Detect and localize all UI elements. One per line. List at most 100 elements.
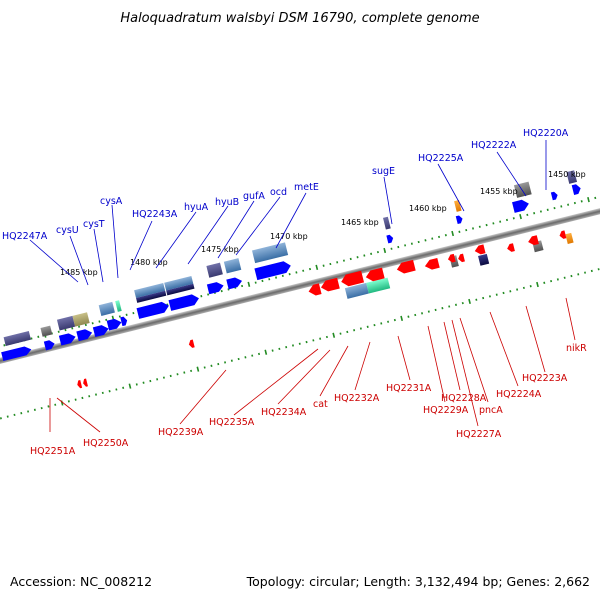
forward-gene-arrow[interactable]: [550, 191, 559, 201]
reverse-tick: [40, 406, 43, 410]
reverse-tick: [210, 364, 213, 367]
forward-gene-arrow[interactable]: [43, 339, 56, 351]
reverse-tick: [74, 398, 77, 401]
forward-gene-arrow[interactable]: [512, 198, 530, 213]
reverse-gene-arrow[interactable]: [506, 243, 515, 252]
gene-label-HQ2247A[interactable]: HQ2247A: [2, 231, 48, 242]
forward-gene-arrow[interactable]: [1, 345, 32, 361]
gene-label-HQ2243A[interactable]: HQ2243A: [132, 209, 178, 220]
gene-label-sugE[interactable]: sugE: [372, 166, 395, 177]
forward-tick: [424, 239, 427, 242]
gene-label-HQ2225A[interactable]: HQ2225A: [418, 153, 464, 164]
reverse-tick: [251, 354, 254, 357]
reverse-gene-arrow[interactable]: [188, 339, 195, 349]
gene-label-HQ2227A[interactable]: HQ2227A: [456, 429, 502, 440]
gene-label-cat[interactable]: cat: [313, 399, 328, 410]
gene-label-hyuA[interactable]: hyuA: [184, 202, 209, 213]
reverse-tick: [346, 330, 349, 334]
gene-label-HQ2222A[interactable]: HQ2222A: [471, 140, 517, 151]
reverse-gene-arrow[interactable]: [447, 253, 456, 263]
reverse-gene-arrow[interactable]: [307, 283, 322, 297]
forward-gene-arrow[interactable]: [226, 276, 243, 290]
forward-gene-arrow[interactable]: [571, 183, 582, 195]
forward-tick: [322, 264, 325, 267]
forward-gene-arrow[interactable]: [136, 300, 171, 319]
gene-label-HQ2239A[interactable]: HQ2239A: [158, 427, 204, 438]
reverse-gene-arrow[interactable]: [82, 378, 88, 388]
feature-box: [206, 262, 223, 278]
reverse-gene-arrow[interactable]: [340, 270, 365, 288]
forward-gene-arrow[interactable]: [455, 215, 464, 225]
reverse-gene-arrow[interactable]: [457, 253, 465, 263]
forward-gene-arrow[interactable]: [120, 316, 128, 327]
gene-label-nikR[interactable]: nikR: [566, 343, 587, 354]
gene-label-HQ2251A[interactable]: HQ2251A: [30, 446, 76, 457]
reverse-tick: [353, 329, 356, 332]
gene-label-HQ2250A[interactable]: HQ2250A: [83, 438, 129, 449]
gene-label-ocd[interactable]: ocd: [270, 187, 287, 198]
gene-label-cysT[interactable]: cysT: [83, 219, 105, 230]
reverse-tick: [230, 359, 233, 362]
reverse-tick-track: [0, 268, 600, 420]
reverse-tick: [237, 357, 240, 361]
gene-label-HQ2234A[interactable]: HQ2234A: [261, 407, 307, 418]
reverse-tick: [407, 315, 410, 318]
reverse-label-leaders: [49, 297, 576, 433]
forward-gene-arrow[interactable]: [106, 317, 123, 331]
reverse-tick: [298, 342, 301, 345]
forward-gene-arrow[interactable]: [206, 281, 225, 295]
reverse-gene-arrow[interactable]: [76, 379, 83, 389]
reverse-gene-arrow[interactable]: [424, 257, 440, 271]
forward-gene-arrow[interactable]: [58, 332, 77, 346]
reverse-gene-arrow[interactable]: [527, 235, 539, 246]
feature-box: [166, 283, 195, 296]
feature-box: [382, 216, 391, 230]
forward-gene-arrow[interactable]: [254, 260, 292, 281]
reverse-tick: [427, 310, 430, 313]
reverse-gene-arrow[interactable]: [365, 267, 385, 283]
forward-gene-arrow[interactable]: [168, 293, 201, 311]
gene-label-gufA[interactable]: gufA: [243, 191, 265, 202]
gene-label-cysU[interactable]: cysU: [56, 225, 79, 236]
forward-tick: [349, 257, 352, 261]
forward-gene-labels: HQ2247A cysU cysT cysA HQ2243A hyuA hyuB…: [2, 128, 569, 242]
forward-tick: [342, 259, 345, 262]
gene-label-HQ2223A[interactable]: HQ2223A: [522, 373, 568, 384]
forward-tick: [64, 328, 67, 332]
reverse-gene-arrow[interactable]: [559, 230, 567, 239]
reverse-features: [76, 230, 574, 389]
gene-label-metE[interactable]: metE: [294, 182, 319, 193]
reverse-tick: [584, 271, 587, 274]
reverse-tick: [502, 291, 505, 295]
feature-box: [366, 277, 391, 294]
reverse-gene-arrow[interactable]: [474, 244, 486, 255]
kbp-label: 1480 kbp: [130, 258, 168, 267]
forward-tick: [390, 247, 393, 250]
feature-box: [454, 200, 462, 212]
gene-label-HQ2232A[interactable]: HQ2232A: [334, 393, 380, 404]
reverse-tick: [149, 379, 152, 383]
reverse-tick: [108, 390, 111, 393]
forward-tick: [546, 208, 549, 211]
forward-label-leaders: [29, 140, 547, 286]
gene-label-HQ2235A[interactable]: HQ2235A: [209, 417, 255, 428]
gene-label-HQ2228A[interactable]: HQ2228A: [441, 393, 487, 404]
forward-tick: [125, 313, 128, 316]
gene-label-HQ2231A[interactable]: HQ2231A: [386, 383, 432, 394]
reverse-tick: [94, 393, 98, 396]
gene-label-HQ2224A[interactable]: HQ2224A: [496, 389, 542, 400]
reverse-gene-arrow[interactable]: [396, 259, 416, 275]
forward-gene-arrow[interactable]: [92, 324, 110, 338]
forward-gene-arrow[interactable]: [386, 234, 394, 244]
forward-tick: [220, 289, 223, 293]
forward-tick: [275, 276, 278, 279]
gene-label-HQ2229A[interactable]: HQ2229A: [423, 405, 469, 416]
gene-label-HQ2220A[interactable]: HQ2220A: [523, 128, 569, 139]
gene-label-cysA[interactable]: cysA: [100, 196, 123, 207]
reverse-gene-arrow[interactable]: [320, 277, 340, 293]
gene-label-pncA[interactable]: pncA: [479, 405, 503, 416]
gene-label-hyuB[interactable]: hyuB: [215, 197, 239, 208]
reverse-tick: [454, 303, 458, 306]
forward-gene-arrow[interactable]: [76, 328, 93, 342]
